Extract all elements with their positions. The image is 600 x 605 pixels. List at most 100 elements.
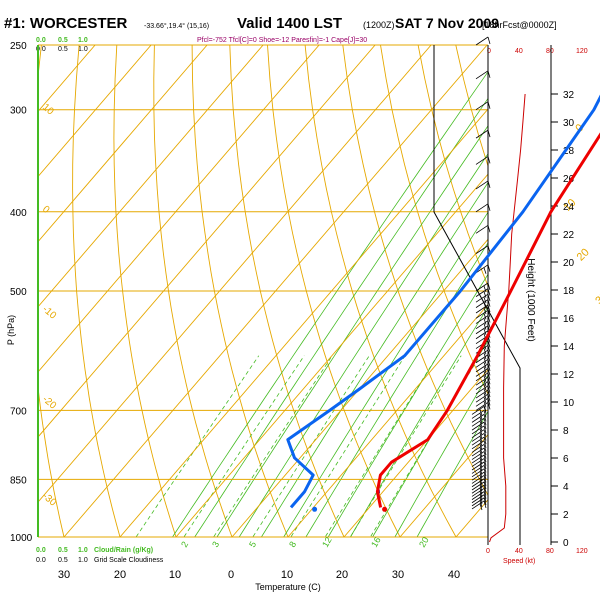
wind-barb-staff	[472, 433, 484, 441]
top-cloud-tick-5: 0.5	[58, 46, 68, 53]
pressure-tick-400: 400	[10, 208, 27, 219]
dry-adiabat--10	[114, 45, 182, 554]
top-cloud-tick-3: 1.0	[78, 37, 88, 44]
top-cloud-tick-6: 1.0	[78, 46, 88, 53]
dry-adiabat--30	[30, 45, 69, 554]
height-tick-2: 2	[563, 510, 569, 521]
wind-barb-flag	[484, 268, 486, 274]
pressure-tick-850: 850	[10, 475, 27, 486]
wind-barb	[472, 495, 486, 504]
height-tick-4: 4	[563, 482, 569, 493]
bottom-cloud-tick-6: 1.0	[78, 557, 88, 564]
utc-time: (1200Z)	[363, 20, 395, 30]
wind-barb	[472, 485, 486, 494]
height-tick-18: 18	[563, 286, 575, 297]
wind-barb-staff	[472, 462, 484, 470]
height-tick-24: 24	[563, 202, 575, 213]
height-tick-10: 10	[563, 398, 575, 409]
valid-time: Valid 1400 LST	[237, 15, 342, 32]
height-tick-0: 0	[563, 538, 569, 549]
wind-barb	[476, 37, 490, 45]
mixing-ratio-12	[315, 356, 438, 555]
bottom-speed-tick-3: 80	[546, 548, 554, 555]
moist-adiabat--10	[161, 45, 507, 554]
wind-barb-staff	[476, 204, 488, 212]
grid-cloudiness-title: Grid Scale Cloudiness	[94, 557, 164, 564]
temperature-tick-6: 30	[392, 569, 404, 581]
wind-barb-staff	[476, 326, 488, 334]
x-axis-label: Temperature (C)	[255, 582, 321, 592]
temperature-tick-4: 10	[281, 569, 293, 581]
bottom-cloud-title: Cloud/Rain (g/Kg)	[94, 547, 153, 554]
top-wind-speed-scale: 0 40 80 120	[487, 48, 588, 55]
wind-speed-axis-label: Speed (kt)	[503, 558, 535, 565]
temperature-tick-0: 30	[58, 569, 70, 581]
surface-temperature-marker	[382, 507, 387, 512]
wind-barb-staff	[472, 441, 484, 449]
stability-indices: Pfcl=-752 Tfcl[C]=0 Shoe=-12 Paresfin]=-…	[197, 37, 367, 44]
wind-barb-staff	[476, 398, 488, 406]
y-axis-label: P (hPa)	[6, 315, 16, 345]
wind-barb-staff	[476, 390, 488, 398]
mixing-ratio-5	[242, 356, 369, 555]
wind-barb-flag	[488, 37, 490, 44]
pressure-tick-250: 250	[10, 41, 27, 52]
height-tick-6: 6	[563, 454, 569, 465]
pressure-tick-500: 500	[10, 287, 27, 298]
dry-adiabat--20	[73, 45, 125, 554]
isotherm-label-30: 30	[593, 290, 600, 307]
wind-barb	[472, 475, 486, 484]
wind-barb-staff	[476, 225, 488, 233]
isotherm-label-20: 20	[575, 246, 592, 263]
bottom-speed-tick-2: 40	[515, 548, 523, 555]
bottom-cloud-tick-4: 0.0	[36, 557, 46, 564]
mixing-ratio-label-5: 5	[247, 540, 258, 549]
moist-adiabat-10	[273, 45, 597, 554]
bottom-cloud-tick-1: 0.0	[36, 547, 46, 554]
bottom-speed-tick-4: 120	[576, 548, 588, 555]
dry-adiabat-50	[343, 45, 523, 554]
top-cloud-tick-1: 0.0	[36, 37, 46, 44]
temperature-tick-7: 40	[448, 569, 460, 581]
height-tick-14: 14	[563, 342, 575, 353]
wind-barb-staff	[476, 382, 488, 390]
wind-barb-staff	[476, 394, 488, 402]
moist-adiabat--2	[206, 45, 543, 554]
wind-barb-staff	[472, 448, 484, 456]
dry-adiabat-label-0: 0	[40, 204, 52, 216]
dry-adiabat-20	[230, 45, 352, 554]
wind-barb	[472, 488, 486, 497]
mixing-ratio-1	[124, 356, 258, 555]
top-speed-tick-4: 120	[576, 48, 588, 55]
wind-barb-staff	[472, 469, 484, 477]
bottom-wind-speed-scale: 0 40 80 120 Speed (kt)	[486, 548, 588, 565]
height-axis-label: Height (1000 Feet)	[525, 258, 536, 341]
wind-barb-staff	[472, 455, 484, 463]
top-cloud-tick-2: 0.5	[58, 37, 68, 44]
isobars	[38, 45, 488, 537]
pressure-tick-700: 700	[10, 406, 27, 417]
wind-barb	[472, 492, 486, 501]
wind-barb-staff	[472, 426, 484, 434]
wind-barb	[472, 498, 486, 507]
wind-barb-staff	[472, 452, 484, 460]
mixing-ratio-label-8: 8	[287, 540, 298, 549]
height-tick-22: 22	[563, 230, 575, 241]
top-speed-tick-2: 40	[515, 48, 523, 55]
dry-adiabats	[0, 45, 600, 554]
dry-adiabat-label--20: -20	[40, 394, 58, 412]
station-coords: -33.66°,19.4° (15,16)	[144, 22, 209, 30]
wind-barb	[472, 501, 486, 510]
bottom-cloud-tick-5: 0.5	[58, 557, 68, 564]
temperature-tick-2: 10	[169, 569, 181, 581]
wind-barb-staff	[476, 37, 488, 45]
dry-adiabat-0	[154, 45, 239, 554]
bottom-cloud-tick-3: 1.0	[78, 547, 88, 554]
bottom-cloud-scale: 0.0 0.5 1.0 Cloud/Rain (g/Kg) 0.0 0.5 1.…	[36, 547, 164, 564]
temperature-tick-5: 20	[336, 569, 348, 581]
wind-barb	[472, 479, 486, 488]
